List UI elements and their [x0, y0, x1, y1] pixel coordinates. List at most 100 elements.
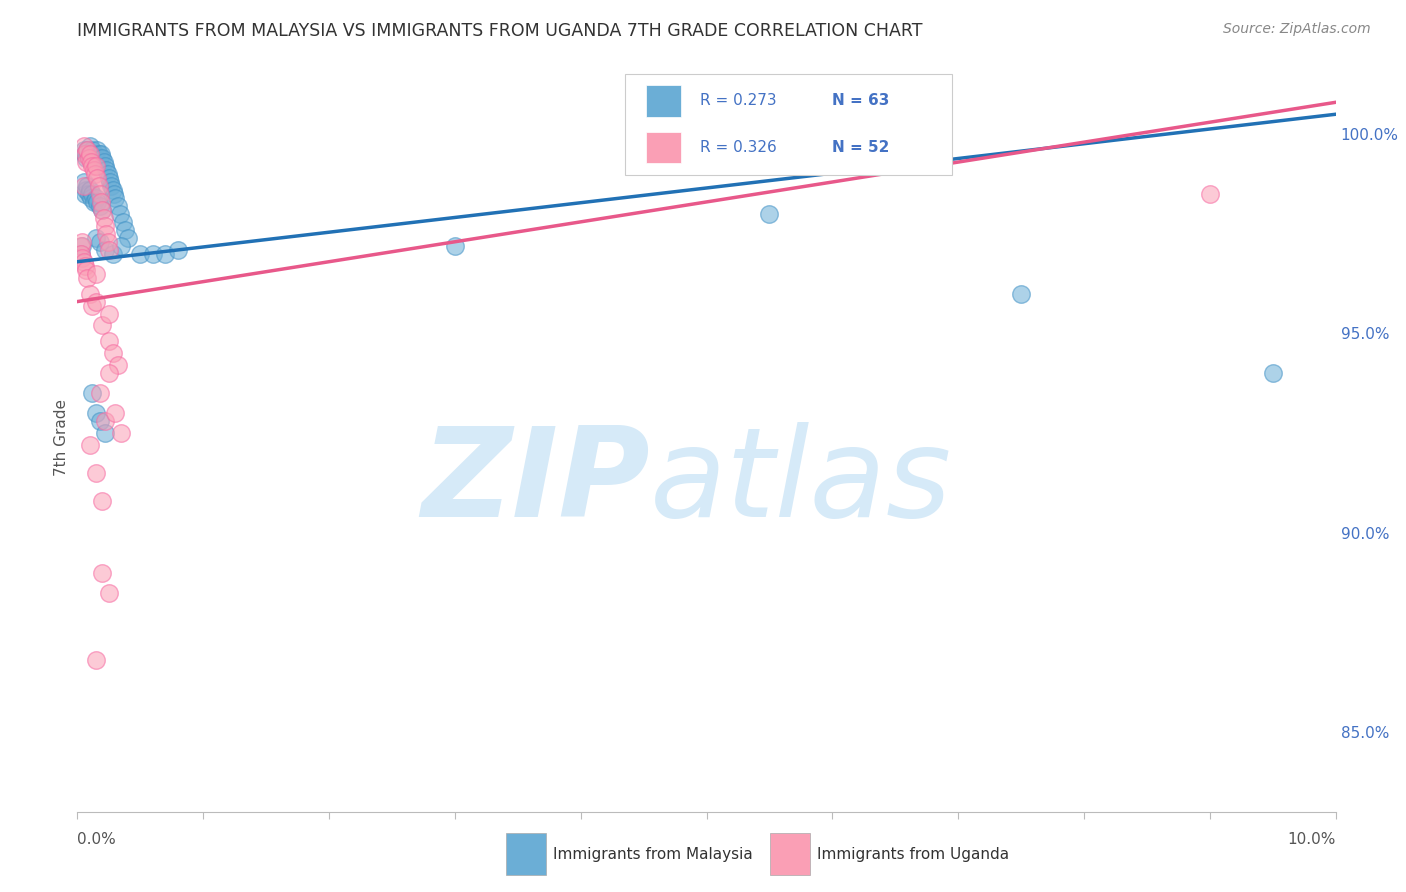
- Point: [73, 186, 96, 201]
- Point: [98, 175, 121, 189]
- Point: [86, 194, 108, 209]
- Point: [101, 346, 124, 360]
- Point: [97, 334, 120, 349]
- Point: [83, 194, 105, 209]
- Point: [84, 147, 107, 161]
- Point: [91, 202, 114, 217]
- Point: [104, 191, 127, 205]
- Point: [96, 167, 118, 181]
- Point: [70, 239, 93, 253]
- Point: [76, 143, 98, 157]
- Y-axis label: 7th Grade: 7th Grade: [53, 399, 69, 475]
- Point: [89, 151, 111, 165]
- Text: atlas: atlas: [650, 422, 952, 542]
- Point: [93, 155, 115, 169]
- FancyBboxPatch shape: [647, 132, 682, 163]
- Point: [89, 386, 111, 401]
- Point: [72, 235, 94, 249]
- Point: [90, 147, 112, 161]
- Point: [77, 147, 100, 161]
- Point: [82, 299, 104, 313]
- Point: [82, 159, 104, 173]
- Point: [1261, 367, 1284, 381]
- Point: [84, 167, 107, 181]
- Point: [96, 235, 118, 249]
- Text: R = 0.326: R = 0.326: [700, 140, 778, 155]
- Point: [90, 194, 112, 209]
- FancyBboxPatch shape: [647, 85, 682, 117]
- Point: [83, 151, 105, 165]
- Point: [167, 243, 190, 257]
- Point: [94, 219, 117, 233]
- Point: [91, 566, 114, 580]
- Point: [100, 179, 122, 194]
- Point: [82, 386, 104, 401]
- Point: [444, 239, 467, 253]
- Point: [110, 426, 132, 441]
- Point: [84, 466, 107, 480]
- Text: ZIP: ZIP: [422, 422, 650, 542]
- Point: [97, 171, 120, 186]
- Point: [101, 183, 124, 197]
- Text: Immigrants from Malaysia: Immigrants from Malaysia: [553, 847, 752, 862]
- Point: [87, 147, 110, 161]
- Point: [97, 367, 120, 381]
- Point: [1010, 286, 1032, 301]
- Point: [80, 191, 103, 205]
- Point: [75, 155, 97, 169]
- Point: [72, 254, 94, 268]
- Point: [80, 147, 103, 161]
- Point: [73, 147, 96, 161]
- Point: [75, 151, 97, 165]
- Bar: [770, 833, 810, 875]
- Bar: [506, 833, 546, 875]
- Point: [72, 143, 94, 157]
- Point: [84, 191, 107, 205]
- Point: [142, 246, 165, 260]
- Point: [91, 318, 114, 333]
- Point: [104, 406, 127, 420]
- Text: R = 0.273: R = 0.273: [700, 94, 778, 108]
- Point: [91, 493, 114, 508]
- Point: [94, 414, 117, 428]
- Point: [77, 151, 100, 165]
- Point: [89, 414, 111, 428]
- Point: [96, 227, 118, 241]
- Text: IMMIGRANTS FROM MALAYSIA VS IMMIGRANTS FROM UGANDA 7TH GRADE CORRELATION CHART: IMMIGRANTS FROM MALAYSIA VS IMMIGRANTS F…: [77, 22, 922, 40]
- Text: 0.0%: 0.0%: [77, 831, 117, 847]
- Point: [89, 199, 111, 213]
- Point: [84, 294, 107, 309]
- Point: [84, 653, 107, 667]
- Point: [82, 186, 104, 201]
- Point: [117, 231, 139, 245]
- Point: [84, 231, 107, 245]
- Point: [73, 259, 96, 273]
- Point: [84, 159, 107, 173]
- Point: [91, 151, 114, 165]
- Point: [73, 147, 96, 161]
- Point: [75, 262, 97, 277]
- Point: [114, 223, 136, 237]
- Point: [82, 143, 104, 157]
- Point: [79, 147, 101, 161]
- Point: [77, 186, 100, 201]
- Point: [72, 251, 94, 265]
- Point: [97, 243, 120, 257]
- Point: [110, 239, 132, 253]
- Point: [103, 186, 125, 201]
- Text: N = 63: N = 63: [832, 94, 890, 108]
- Point: [86, 143, 108, 157]
- Point: [89, 186, 111, 201]
- Text: Immigrants from Uganda: Immigrants from Uganda: [817, 847, 1010, 862]
- Point: [70, 246, 93, 260]
- Text: 10.0%: 10.0%: [1288, 831, 1336, 847]
- Point: [107, 199, 129, 213]
- Point: [83, 163, 105, 178]
- Point: [155, 246, 177, 260]
- FancyBboxPatch shape: [624, 74, 952, 175]
- Point: [76, 143, 98, 157]
- Point: [94, 243, 117, 257]
- Point: [111, 215, 134, 229]
- Point: [80, 155, 103, 169]
- Point: [76, 179, 98, 194]
